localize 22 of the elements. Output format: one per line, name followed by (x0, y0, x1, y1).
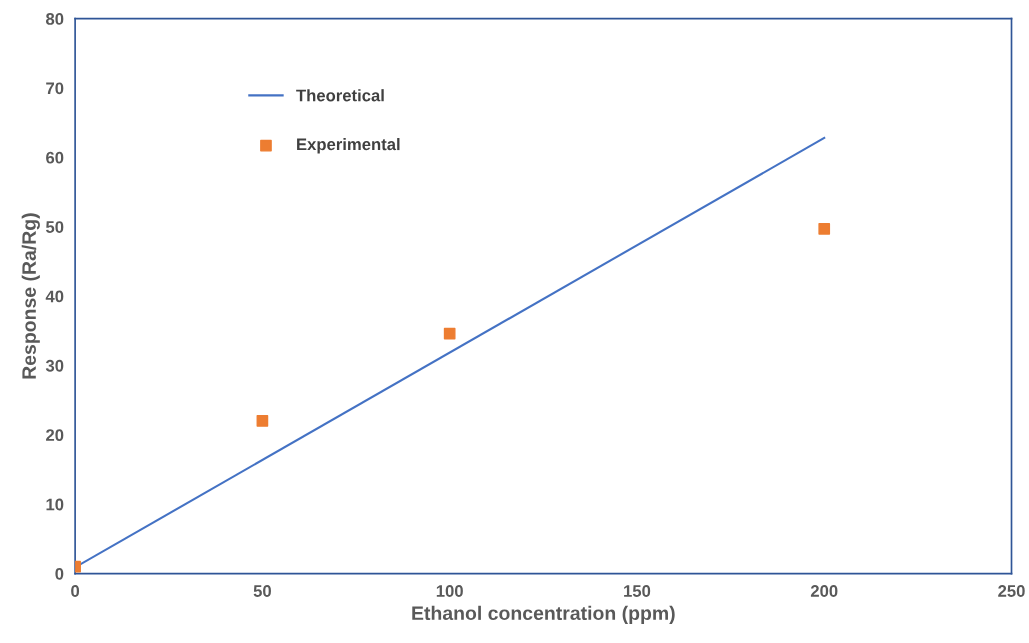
y-tick-label: 40 (45, 290, 64, 303)
y-tick-label: 50 (45, 221, 64, 233)
x-tick-label: 250 (998, 585, 1025, 597)
x-tick-label: 200 (810, 585, 838, 597)
point (256, 415, 269, 427)
y-tick-label: 70 (46, 82, 64, 95)
x-tick-label: 50 (253, 585, 271, 597)
x-axis-title: Ethanol concentration (ppm) (412, 605, 675, 624)
point (818, 222, 831, 235)
y-tick-label: 0 (55, 567, 64, 580)
y-tick-label: 80 (46, 13, 64, 25)
y-tick-label: 20 (46, 429, 64, 442)
y-tick-label: 60 (46, 151, 64, 164)
x-tick-label: 150 (624, 585, 651, 597)
y-tick-label: 30 (45, 359, 64, 372)
legend-label: Experimental (297, 138, 400, 154)
y-tick-label: 10 (46, 498, 64, 511)
legend-label: Theoretical (296, 89, 384, 102)
x-tick-label: 0 (71, 585, 80, 597)
x-tick-label: 100 (436, 585, 463, 597)
point (443, 327, 456, 340)
y-axis-title: Response (Ra/Rg) (21, 213, 40, 379)
